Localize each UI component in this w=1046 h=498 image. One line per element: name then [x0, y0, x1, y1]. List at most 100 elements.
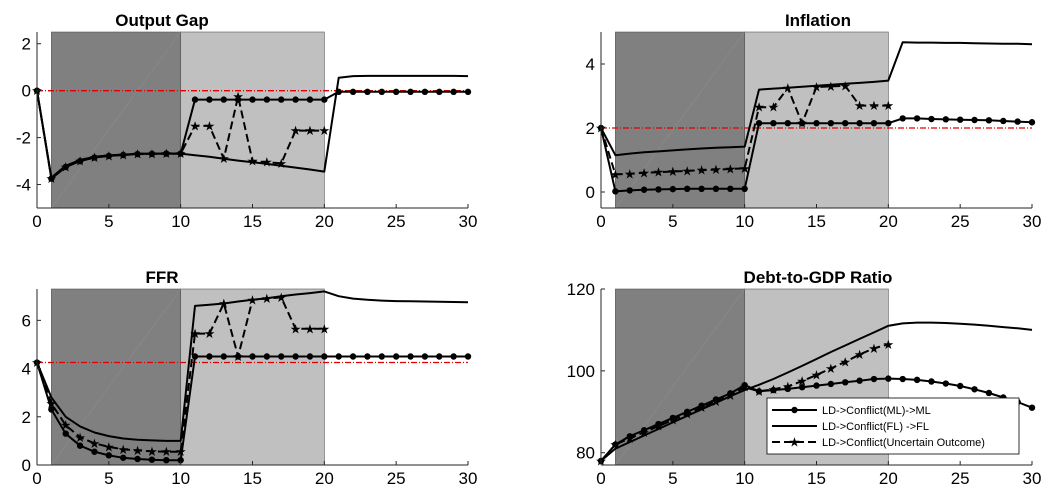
series-marker-star: ★ — [624, 167, 636, 182]
x-tick-label: 25 — [387, 469, 406, 488]
series-marker-circle — [1014, 118, 1021, 125]
y-tick-label: 120 — [567, 280, 595, 299]
series-marker-circle — [985, 389, 993, 397]
series-marker-star: ★ — [132, 148, 144, 163]
series-line-3 — [600, 343, 889, 462]
series-marker-circle — [62, 430, 69, 437]
panel-debt-to-gdp: ★★ ★ ★ ★ ★ ★ ★ ★ ★★ ★ ★ ★ ★ ★ ★ ★ ★ ★ ★0 5 10 15 20 25 308010012… — [567, 268, 1042, 488]
series-marker-circle — [163, 456, 170, 464]
series-marker-star: ★ — [232, 90, 244, 105]
series-marker-star: ★ — [696, 164, 708, 179]
x-tick-label: 10 — [171, 469, 190, 488]
series-marker-star: ★ — [854, 99, 866, 114]
series-marker-circle — [612, 188, 619, 195]
series-marker-star: ★ — [796, 375, 808, 390]
series-marker-star: ★ — [146, 445, 158, 460]
series-marker-star: ★ — [681, 407, 693, 422]
x-tick-label: 10 — [735, 469, 754, 488]
y-tick-label: 2 — [22, 408, 31, 427]
series-marker-star: ★ — [189, 327, 201, 342]
series-marker-circle — [784, 120, 791, 127]
x-tick-label: 30 — [1023, 212, 1042, 231]
series-marker-star: ★ — [189, 119, 201, 134]
series-marker-circle — [1028, 119, 1036, 126]
series-marker-circle — [856, 120, 863, 127]
y-tick-label: 2 — [22, 35, 31, 54]
x-tick-label: 25 — [951, 469, 970, 488]
series-marker-circle — [378, 353, 385, 360]
diagonal-artifact — [51, 31, 181, 209]
series-marker-circle — [263, 96, 271, 103]
series-marker-circle — [985, 117, 993, 124]
series-marker-circle — [913, 115, 921, 122]
series-marker-circle — [971, 386, 978, 393]
y-tick-label: 0 — [22, 456, 31, 475]
series-marker-star: ★ — [103, 149, 115, 164]
series-marker-circle — [755, 120, 763, 127]
series-marker-circle — [177, 456, 184, 464]
series-marker-circle — [120, 454, 127, 461]
series-marker-star: ★ — [753, 101, 765, 116]
x-tick-label: 20 — [315, 212, 334, 231]
series-marker-circle — [913, 376, 921, 384]
series-marker-star: ★ — [60, 160, 72, 175]
series-marker-circle — [870, 375, 878, 383]
series-marker-star: ★ — [175, 147, 187, 162]
series-marker-circle — [698, 402, 705, 409]
series-marker-circle — [220, 353, 227, 360]
series-marker-circle — [813, 120, 820, 127]
y-tick-label: 80 — [576, 444, 595, 463]
series-marker-circle — [626, 187, 633, 194]
series-marker-star: ★ — [232, 350, 244, 365]
series-marker-circle — [842, 120, 849, 127]
legend-marker-uncertain: ★ — [789, 436, 801, 451]
series-marker-star: ★ — [753, 385, 765, 400]
series-marker-circle — [698, 185, 705, 192]
x-tick-label: 30 — [1023, 469, 1042, 488]
series-marker-star: ★ — [60, 419, 72, 434]
series-marker-circle — [206, 353, 213, 360]
series-marker-circle — [76, 442, 84, 449]
panel-output-gap: ★★★ ★ ★ ★ ★ ★ ★ ★ ★★ ★★★★ ★ ★★ ★ ★0 5 10 15 20 25 30-4-202O… — [16, 11, 478, 231]
series-marker-circle — [321, 96, 328, 103]
series-marker-star: ★ — [46, 172, 58, 187]
series-marker-circle — [655, 420, 662, 428]
series-marker-circle — [727, 185, 734, 192]
series-marker-circle — [827, 120, 835, 127]
series-marker-star: ★ — [132, 444, 144, 459]
series-marker-circle — [842, 379, 849, 386]
y-tick-label: 4 — [22, 360, 31, 379]
series-marker-circle — [770, 120, 777, 127]
diagonal-artifact — [51, 288, 181, 466]
series-marker-circle — [956, 116, 964, 123]
series-marker-star: ★ — [261, 292, 273, 307]
diagonal-artifact — [615, 288, 745, 466]
x-tick-label: 20 — [315, 469, 334, 488]
series-marker-star: ★ — [653, 420, 665, 435]
series-marker-circle — [813, 382, 820, 389]
series-marker-circle — [48, 406, 55, 413]
series-marker-star: ★ — [74, 155, 86, 170]
y-tick-label: 0 — [586, 183, 595, 202]
series-marker-circle — [392, 353, 400, 360]
series-marker-star: ★ — [160, 147, 172, 162]
legend: LD->Conflict(ML)->ML LD->Conflict(FL) ->… — [766, 397, 1020, 455]
series-marker-circle — [392, 88, 400, 96]
series-marker-star: ★ — [825, 80, 837, 95]
series-marker-circle — [321, 353, 328, 360]
series-marker-star: ★ — [103, 440, 115, 455]
series-marker-circle — [105, 452, 113, 459]
series-marker-star: ★ — [883, 99, 895, 114]
series-marker-circle — [278, 353, 285, 360]
series-marker-circle — [407, 353, 414, 360]
x-tick-label: 20 — [879, 469, 898, 488]
series-marker-star: ★ — [724, 162, 736, 177]
series-marker-circle — [364, 88, 371, 96]
series-marker-star: ★ — [290, 322, 302, 337]
series-marker-circle — [278, 96, 285, 103]
series-marker-star: ★ — [811, 368, 823, 383]
x-tick-label: 30 — [459, 212, 478, 231]
x-tick-label: 5 — [104, 469, 113, 488]
series-marker-circle — [856, 377, 863, 384]
